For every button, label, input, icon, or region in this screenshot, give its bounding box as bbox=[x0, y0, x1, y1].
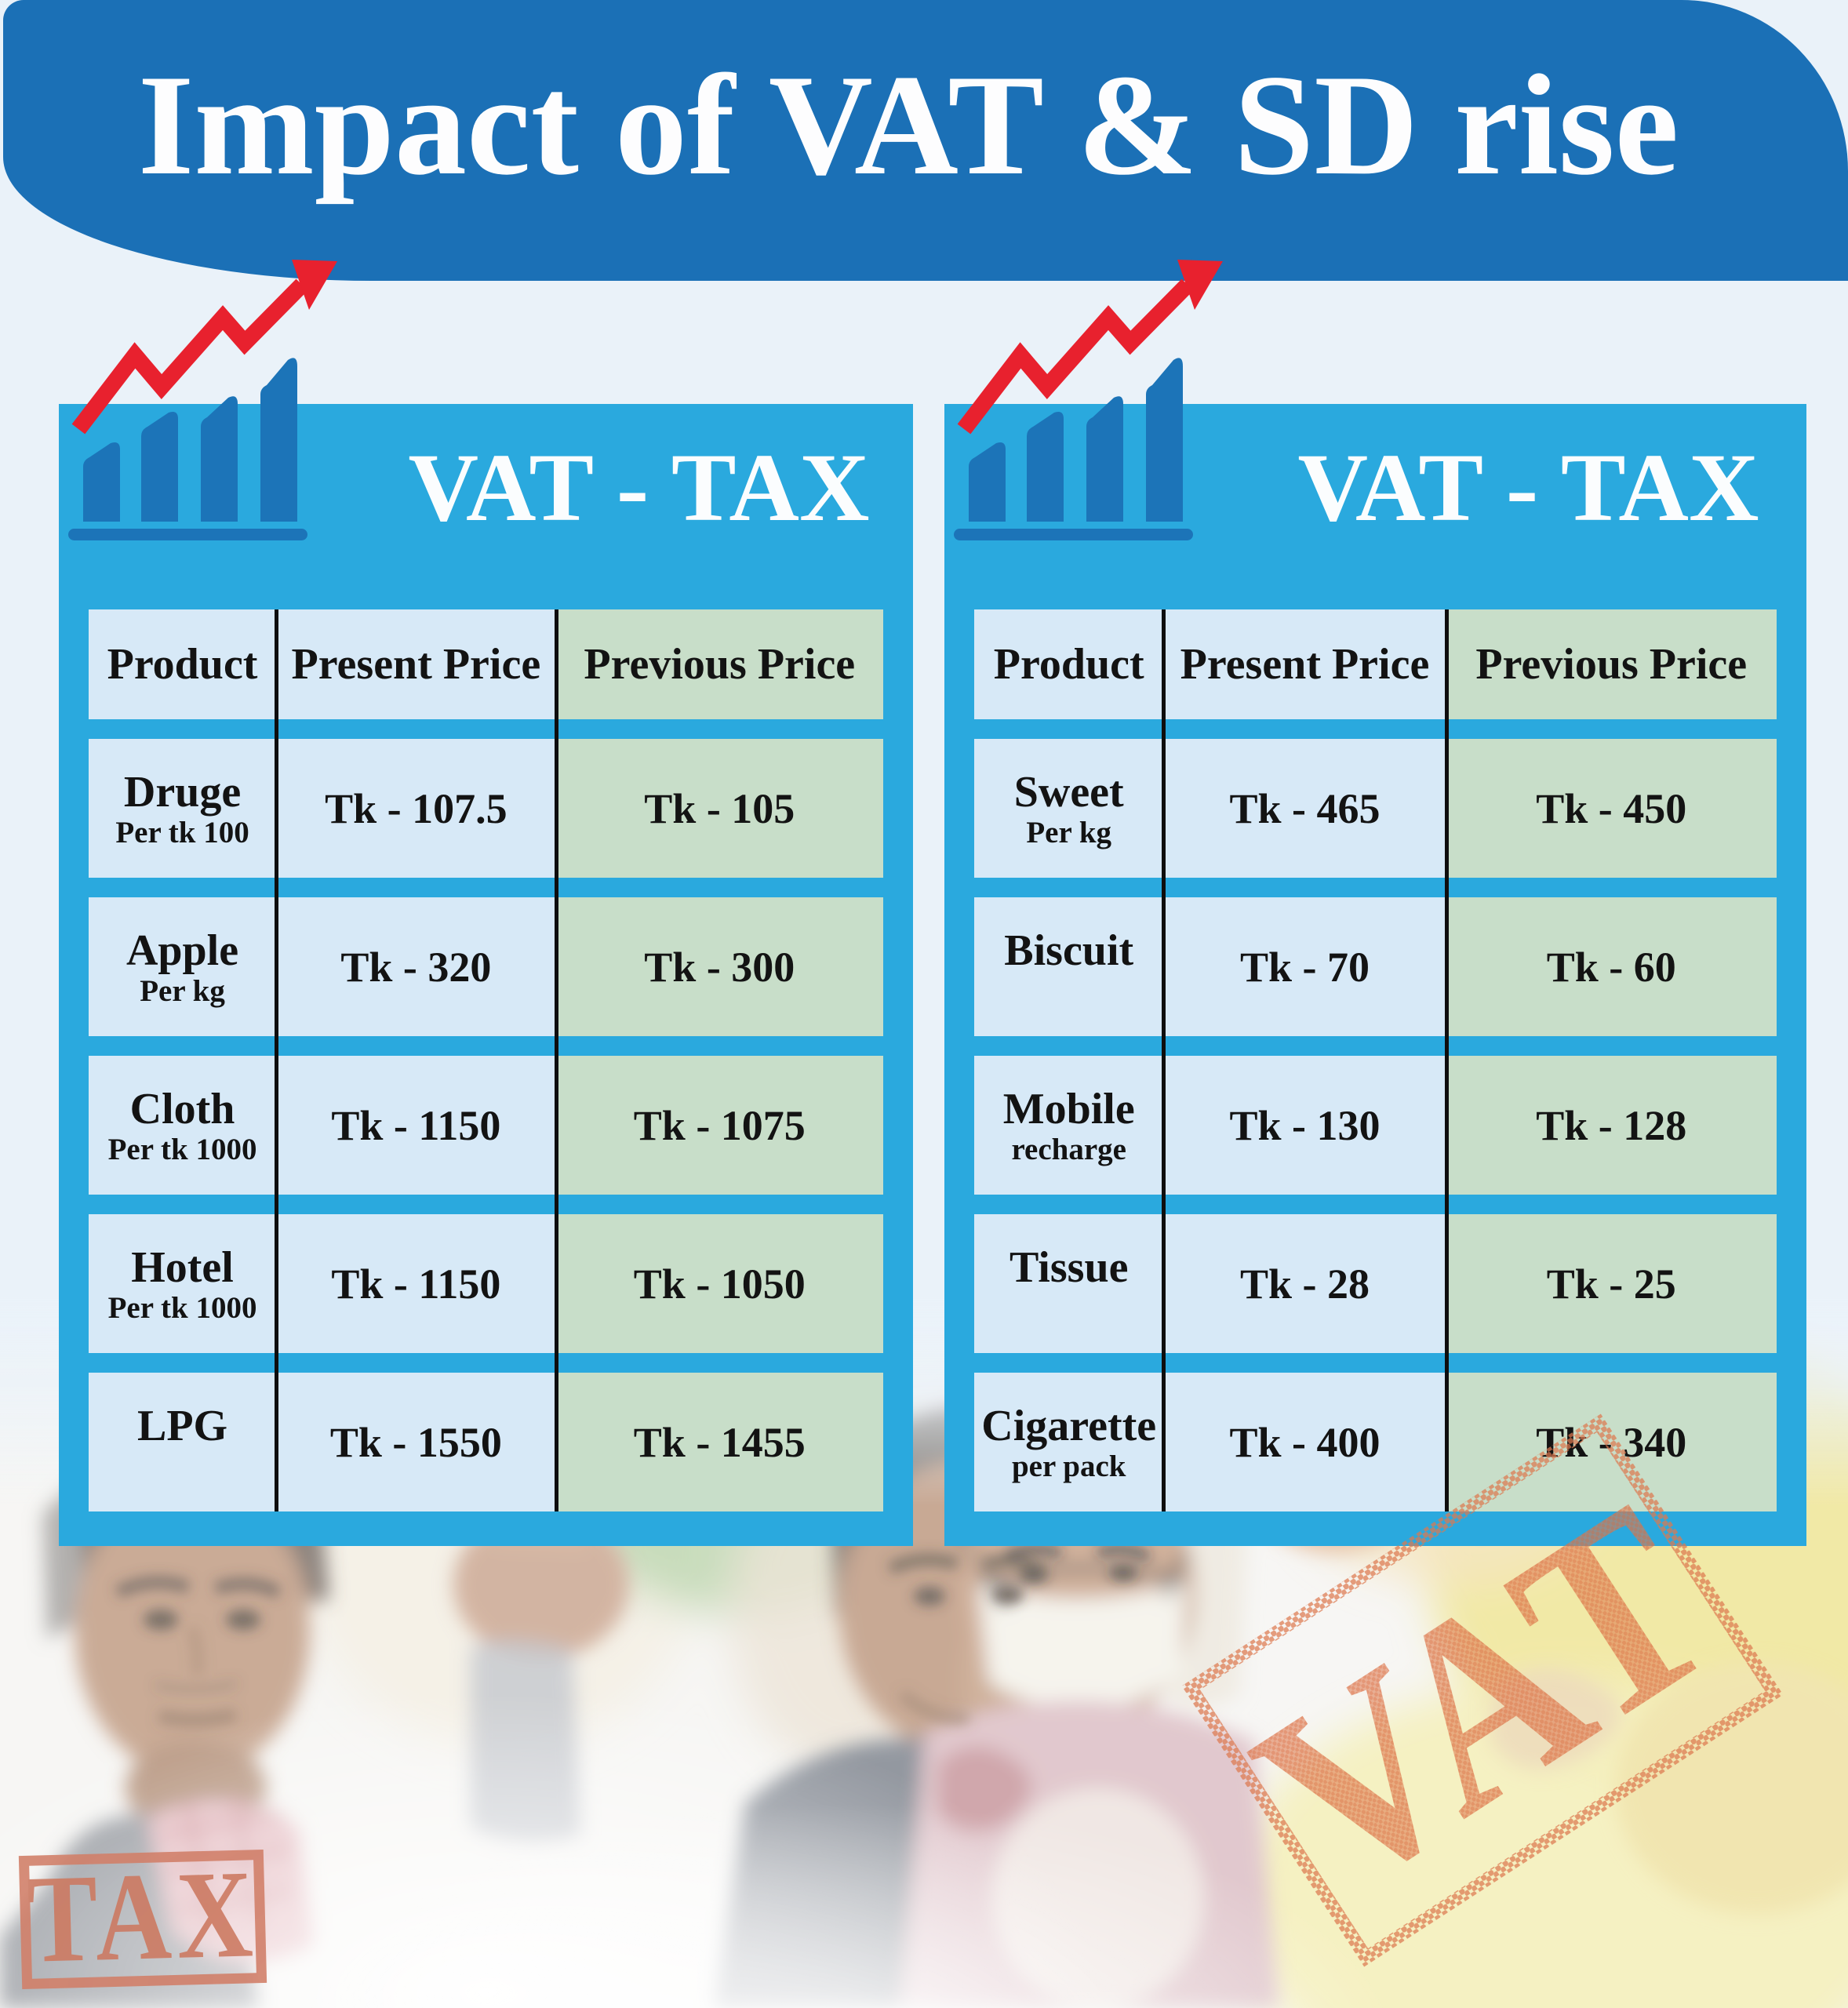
poster-title: Impact of VAT & SD rise bbox=[137, 45, 1679, 205]
table-row: Apple Per kg Tk - 320 Tk - 300 bbox=[89, 897, 883, 1036]
col-header-present-price: Present Price bbox=[1163, 609, 1446, 719]
present-price-cell: Tk - 107.5 bbox=[276, 739, 556, 878]
product-cell: Hotel Per tk 1000 bbox=[89, 1214, 277, 1353]
product-name: Druge bbox=[123, 768, 242, 817]
vat-tax-panel-right: VAT - TAX Product Present Price Previous… bbox=[944, 260, 1806, 1546]
product-unit: Per kg bbox=[140, 974, 225, 1009]
product-cell: LPG bbox=[89, 1373, 277, 1511]
previous-price-cell: Tk - 1050 bbox=[555, 1214, 883, 1353]
product-name: Sweet bbox=[1013, 768, 1124, 817]
tax-stamp-text: TAX bbox=[25, 1842, 260, 1989]
present-price-cell: Tk - 465 bbox=[1163, 739, 1446, 878]
product-cell: Cloth Per tk 1000 bbox=[89, 1056, 277, 1195]
present-price-cell: Tk - 28 bbox=[1163, 1214, 1446, 1353]
table-header-row: Product Present Price Previous Price bbox=[89, 609, 883, 719]
product-cell: Mobile recharge bbox=[974, 1056, 1164, 1195]
table-row: Cloth Per tk 1000 Tk - 1150 Tk - 1075 bbox=[89, 1056, 883, 1195]
product-unit: Per kg bbox=[1026, 816, 1112, 850]
product-unit: Per tk 1000 bbox=[107, 1133, 257, 1167]
product-name: Cloth bbox=[129, 1085, 235, 1133]
previous-price-cell: Tk - 25 bbox=[1446, 1214, 1777, 1353]
bar-chart-growth-icon bbox=[954, 260, 1223, 540]
table-row: Biscuit Tk - 70 Tk - 60 bbox=[974, 897, 1777, 1036]
present-price-cell: Tk - 70 bbox=[1163, 897, 1446, 1036]
product-name: LPG bbox=[136, 1402, 228, 1450]
product-name: Cigarette bbox=[981, 1402, 1157, 1450]
product-name: Tissue bbox=[1009, 1243, 1129, 1292]
previous-price-cell: Tk - 300 bbox=[555, 897, 883, 1036]
present-price-cell: Tk - 1150 bbox=[276, 1056, 556, 1195]
column-divider bbox=[554, 609, 558, 1511]
table-row: Hotel Per tk 1000 Tk - 1150 Tk - 1050 bbox=[89, 1214, 883, 1353]
bar-chart-growth-icon bbox=[68, 260, 337, 540]
col-header-product: Product bbox=[974, 609, 1164, 719]
present-price-cell: Tk - 400 bbox=[1163, 1373, 1446, 1511]
column-divider bbox=[1162, 609, 1166, 1511]
previous-price-cell: Tk - 1075 bbox=[555, 1056, 883, 1195]
price-table: Product Present Price Previous Price Swe… bbox=[974, 609, 1777, 1511]
vat-stamp: VAT bbox=[1181, 1413, 1784, 1967]
panel-title: VAT - TAX bbox=[408, 434, 870, 541]
present-price-cell: Tk - 130 bbox=[1163, 1056, 1446, 1195]
product-unit: Per tk 100 bbox=[115, 816, 249, 850]
table-row: Sweet Per kg Tk - 465 Tk - 450 bbox=[974, 739, 1777, 878]
table-row: Cigarette per pack Tk - 400 Tk - 340 bbox=[974, 1373, 1777, 1511]
tax-stamp: TAX bbox=[18, 1843, 267, 1990]
present-price-cell: Tk - 320 bbox=[276, 897, 556, 1036]
present-price-cell: Tk - 1550 bbox=[276, 1373, 556, 1511]
vat-tax-panel-left: VAT - TAX Product Present Price Previous… bbox=[59, 260, 913, 1546]
product-name: Mobile bbox=[1002, 1085, 1135, 1133]
product-unit: recharge bbox=[1011, 1133, 1126, 1167]
product-cell: Druge Per tk 100 bbox=[89, 739, 277, 878]
price-table: Product Present Price Previous Price Dru… bbox=[89, 609, 883, 1511]
product-cell: Sweet Per kg bbox=[974, 739, 1164, 878]
column-divider bbox=[275, 609, 279, 1511]
product-cell: Tissue bbox=[974, 1214, 1164, 1353]
product-cell: Cigarette per pack bbox=[974, 1373, 1164, 1511]
previous-price-cell: Tk - 128 bbox=[1446, 1056, 1777, 1195]
col-header-previous-price: Previous Price bbox=[555, 609, 883, 719]
col-header-previous-price: Previous Price bbox=[1446, 609, 1777, 719]
panel-title: VAT - TAX bbox=[1297, 434, 1759, 541]
previous-price-cell: Tk - 450 bbox=[1446, 739, 1777, 878]
product-cell: Apple Per kg bbox=[89, 897, 277, 1036]
previous-price-cell: Tk - 105 bbox=[555, 739, 883, 878]
col-header-product: Product bbox=[89, 609, 277, 719]
product-cell: Biscuit bbox=[974, 897, 1164, 1036]
title-banner: Impact of VAT & SD rise bbox=[3, 0, 1848, 281]
col-header-present-price: Present Price bbox=[276, 609, 556, 719]
previous-price-cell: Tk - 1455 bbox=[555, 1373, 883, 1511]
product-name: Biscuit bbox=[1004, 926, 1134, 975]
table-row: LPG Tk - 1550 Tk - 1455 bbox=[89, 1373, 883, 1511]
present-price-cell: Tk - 1150 bbox=[276, 1214, 556, 1353]
table-row: Tissue Tk - 28 Tk - 25 bbox=[974, 1214, 1777, 1353]
product-unit: Per tk 1000 bbox=[107, 1291, 257, 1326]
table-row: Druge Per tk 100 Tk - 107.5 Tk - 105 bbox=[89, 739, 883, 878]
product-name: Apple bbox=[126, 926, 239, 975]
previous-price-cell: Tk - 60 bbox=[1446, 897, 1777, 1036]
product-unit: per pack bbox=[1011, 1450, 1126, 1484]
table-header-row: Product Present Price Previous Price bbox=[974, 609, 1777, 719]
table-row: Mobile recharge Tk - 130 Tk - 128 bbox=[974, 1056, 1777, 1195]
column-divider bbox=[1444, 609, 1449, 1511]
product-name: Hotel bbox=[131, 1243, 234, 1292]
